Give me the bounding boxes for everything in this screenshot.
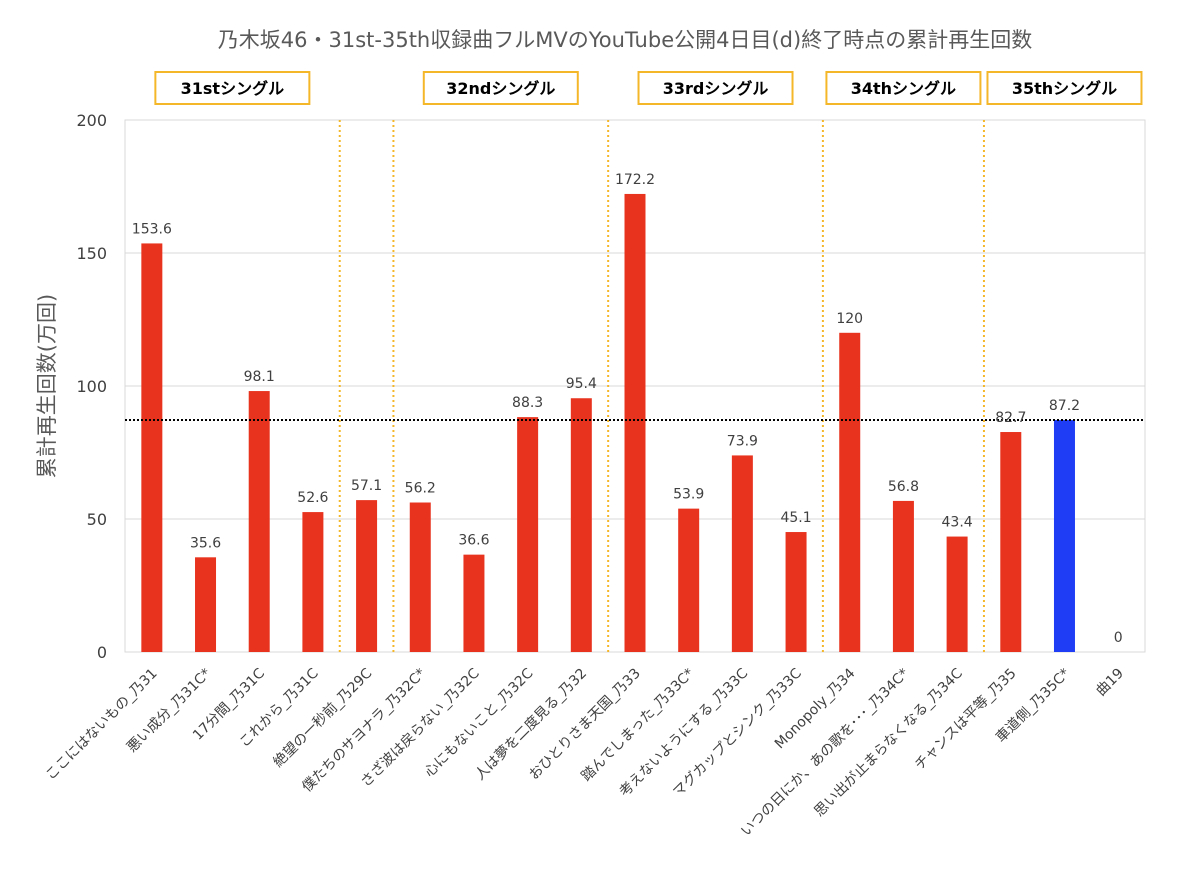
bar	[839, 332, 861, 652]
bar	[892, 500, 914, 652]
chart-title: 乃木坂46・31st-35th収録曲フルMVのYouTube公開4日目(d)終了…	[218, 28, 1032, 52]
y-tick-label: 150	[76, 244, 107, 263]
x-tick-label: チャンスは平等_乃35	[911, 665, 1019, 773]
bar	[570, 398, 592, 652]
data-label: 35.6	[190, 535, 221, 551]
single-group-box	[154, 71, 311, 105]
y-axis-label: 累計再生回数(万回)	[35, 294, 59, 478]
x-tick-labels: ここにはないもの_乃31悪い成分_乃31C*17分間_乃31Cこれから_乃31C…	[43, 665, 1127, 840]
bar	[356, 500, 378, 652]
bar	[302, 512, 324, 652]
data-label: 56.8	[888, 479, 919, 495]
data-label: 82.7	[995, 410, 1026, 426]
bar	[141, 243, 163, 652]
single-separators	[338, 120, 985, 652]
y-tick-label: 100	[76, 377, 107, 396]
single-group-box	[825, 71, 982, 105]
single-group-labels: 31stシングル 32ndシングル 33rdシングル 34thシングル 35thシングル	[154, 71, 1143, 105]
bar	[248, 391, 270, 652]
bar	[785, 532, 807, 652]
data-label: 73.9	[727, 433, 758, 449]
bar	[731, 455, 753, 652]
x-tick-label: 絶望の一秒前_乃29C	[270, 665, 376, 771]
y-tick-label: 50	[87, 510, 107, 529]
single-group-label: 34thシングル	[851, 79, 956, 98]
single-group-box	[422, 71, 579, 105]
data-label: 88.3	[512, 395, 543, 411]
y-tick-labels: 0 50 100 150 200	[76, 111, 107, 662]
single-group-box	[986, 71, 1143, 105]
y-tick-label: 0	[97, 643, 107, 662]
data-label: 153.6	[132, 221, 172, 237]
bar	[517, 417, 539, 652]
x-tick-label: 心にもないこと_乃32C	[421, 665, 536, 780]
single-group-label: 31stシングル	[181, 79, 284, 98]
data-label: 172.2	[615, 172, 655, 188]
data-label: 56.2	[405, 481, 436, 497]
bar	[409, 502, 431, 652]
single-group-box	[637, 71, 794, 105]
data-label: 0	[1114, 630, 1123, 646]
data-label: 45.1	[780, 510, 811, 526]
bar	[195, 557, 217, 652]
data-label: 98.1	[244, 369, 275, 385]
y-tick-label: 200	[76, 111, 107, 130]
bar	[946, 536, 968, 652]
data-label: 36.6	[458, 533, 489, 549]
bar	[1053, 420, 1075, 652]
single-group-label: 32ndシングル	[446, 79, 555, 98]
data-label: 52.6	[297, 490, 328, 506]
data-label: 57.1	[351, 478, 382, 494]
bar	[463, 554, 485, 652]
bar	[624, 193, 646, 652]
bar	[678, 508, 700, 652]
x-tick-label: 曲19	[1093, 666, 1127, 700]
data-label: 95.4	[566, 376, 597, 392]
data-label: 87.2	[1049, 398, 1080, 414]
bar	[1000, 432, 1022, 652]
single-group-label: 35thシングル	[1012, 79, 1117, 98]
data-label: 120	[836, 311, 863, 327]
bars	[141, 193, 1075, 652]
single-group-label: 33rdシングル	[663, 79, 769, 98]
data-label: 43.4	[942, 515, 973, 531]
data-labels: 153.6 35.6 98.1 52.6 57.1 56.2 36.6 88.3 95.4 172…	[132, 172, 1123, 646]
data-label: 53.9	[673, 487, 704, 503]
